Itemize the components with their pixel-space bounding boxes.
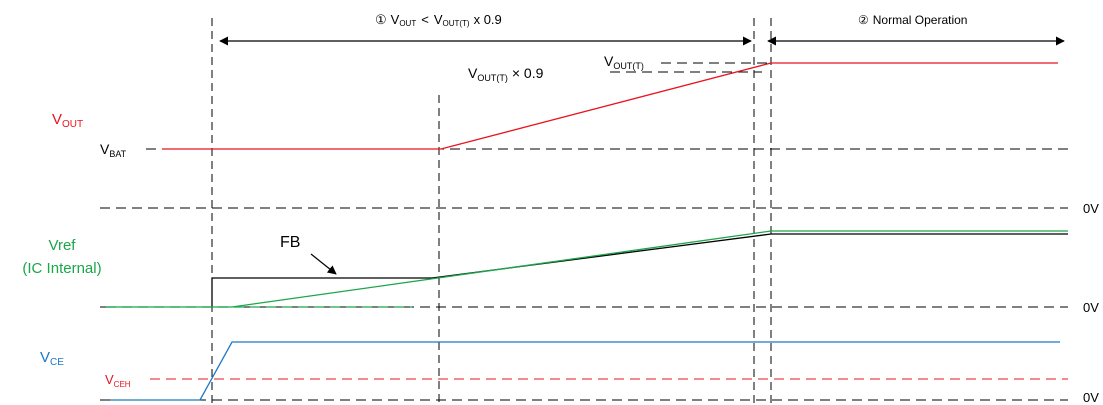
fb-pointer-arrow [310, 253, 337, 275]
phase2-label: ② Normal Operation [858, 13, 967, 27]
vce-waveform [110, 341, 1060, 401]
vout-signal-label: VOUT [52, 111, 83, 130]
vref-label-line2: (IC Internal) [22, 260, 101, 277]
voutt-x09-label: VOUT(T) × 0.9 [468, 65, 544, 83]
fb-waveform [211, 233, 1068, 307]
vceh-label: VCEH [105, 372, 131, 389]
vref-waveform [106, 230, 1068, 308]
vout-waveform [162, 62, 1058, 150]
phase1-label: ① VOUT < VOUT(T) x 0.9 [375, 12, 502, 28]
zero-volt-label-2: 0V [1083, 300, 1099, 315]
vref-label-line1: Vref [49, 237, 77, 254]
vce-signal-label: VCE [40, 349, 64, 368]
zero-volt-label-1: 0V [1083, 201, 1099, 216]
vbat-label: VBAT [100, 141, 127, 159]
fb-label: FB [280, 234, 300, 251]
voutt-label: VOUT(T) [604, 53, 644, 71]
zero-volt-label-3: 0V [1083, 390, 1099, 405]
